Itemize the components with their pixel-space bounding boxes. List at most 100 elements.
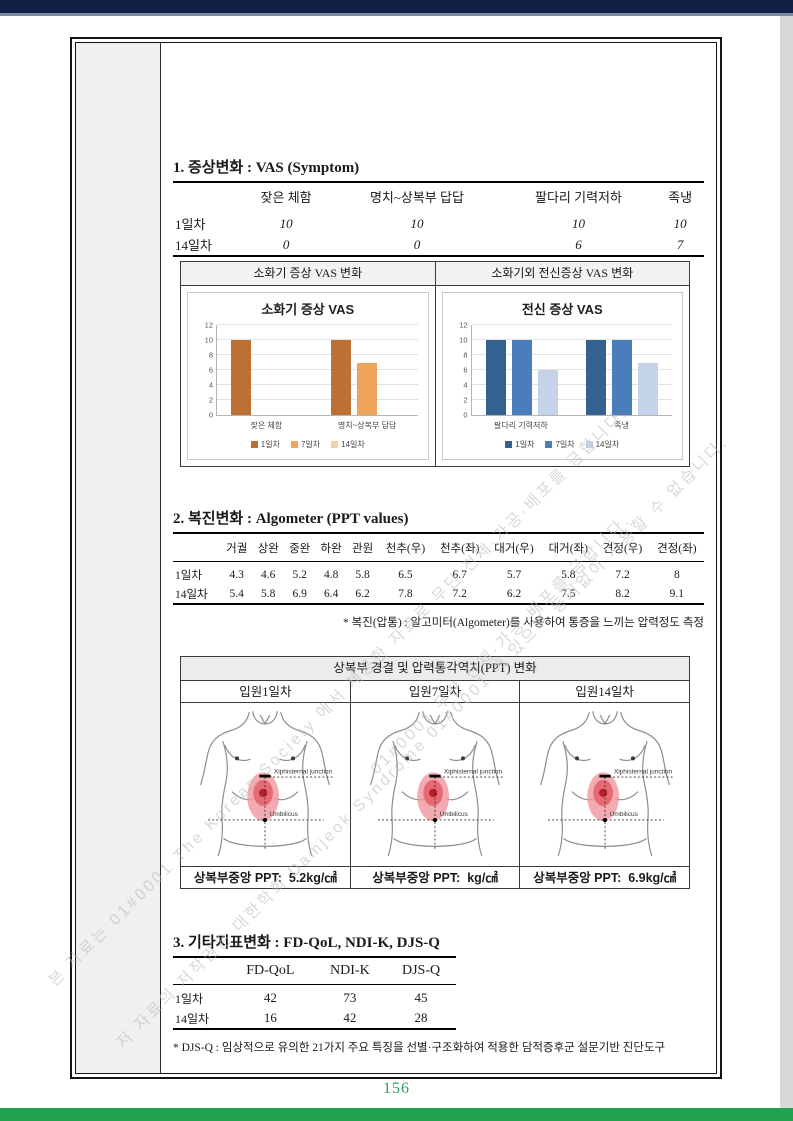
bar-1일차 (331, 340, 352, 415)
table-cell: 42 (263, 990, 277, 1005)
umbilicus-label: Umbilicus (440, 811, 469, 818)
section3-title: 3. 기타지표변화 : FD-QoL, NDI-K, DJS-Q (173, 935, 440, 951)
ppt-footer-label: 상복부중앙 PPT: (193, 871, 282, 885)
ppt-column-titles: 입원1일차 입원7일차 입원14일차 (181, 681, 690, 703)
gridline (217, 354, 418, 355)
column-header: 명치~상복부 답답 (369, 189, 464, 205)
bar-7일차 (511, 340, 532, 415)
legend-label: 14일차 (595, 440, 620, 449)
y-axis-tick-label: 4 (463, 380, 468, 390)
gridline (471, 339, 672, 340)
column-header: 거궐 (226, 542, 248, 555)
ppt-column-title-day2: 입원7일차 (349, 681, 520, 703)
table-row: 14일차 0 0 6 7 (173, 234, 704, 256)
bar-group (472, 325, 572, 415)
y-axis-tick-label: 8 (208, 350, 213, 360)
table-cell: 9.1 (669, 587, 685, 600)
table-cell: 73 (343, 990, 357, 1005)
umbilicus-label: Umbilicus (609, 811, 638, 818)
y-axis-tick-label: 10 (459, 335, 468, 345)
table-cell: 5.8 (261, 587, 276, 600)
document-page: 1. 증상변화 : VAS (Symptom) 잦은 체함 명치~상복부 답답 팔다… (70, 37, 722, 1079)
row-label: 14일차 (175, 588, 208, 601)
column-header: 견정(좌) (657, 542, 697, 555)
y-axis-tick-label: 0 (208, 410, 213, 420)
table-cell: 6.2 (355, 587, 370, 600)
umbilicus-label: Umbilicus (270, 811, 299, 818)
ppt-body-cell-day2: Xiphisternal junction Umbilicus (349, 703, 520, 866)
ppt-column-title-day1: 입원1일차 (181, 681, 350, 703)
legend-swatch (250, 441, 258, 448)
table-cell: 5.2 (292, 568, 307, 581)
column-header: 하완 (320, 542, 342, 555)
table-cell: 6.4 (323, 587, 339, 600)
gridline (217, 324, 418, 325)
legend-label: 14일차 (341, 440, 365, 449)
y-axis-tick-label: 0 (463, 410, 468, 420)
x-axis-category-label: 족냉 (614, 421, 629, 430)
table-cell: 7.2 (615, 568, 630, 581)
section2-title: 2. 복진변화 : Algometer (PPT values) (173, 511, 409, 527)
vas-symptom-table: 잦은 체함 명치~상복부 답답 팔다리 기력저하 족냉 1일차 10 10 10 10 14일차… (173, 181, 704, 257)
digestive-vas-bar-chart: 소화기 증상 VAS 0 2 4 6 8 10 12 잦은 체함 명치~상복부 답답 1일차 7일차 1… (187, 292, 429, 460)
row-label: 14일차 (175, 1011, 210, 1026)
corner-cell (173, 533, 221, 562)
chart-title: 소화기 증상 VAS (261, 302, 355, 317)
y-axis-tick-label: 4 (208, 380, 213, 390)
gridline (217, 399, 418, 400)
bar-1일차 (231, 340, 252, 415)
x-axis-category-label: 잦은 체함 (250, 421, 283, 430)
gridline (471, 369, 672, 370)
column-header: 견정(우) (602, 542, 643, 555)
table-cell: 0 (282, 236, 290, 252)
legend-label: 1일차 (515, 440, 535, 449)
legend-item: 7일차 (290, 439, 321, 450)
torso-diagram: Xiphisternal junction Umbilicus (200, 711, 334, 857)
bar-7일차 (357, 362, 378, 415)
ppt-footer-label: 상복부중앙 PPT: (533, 871, 622, 885)
djsq-note: * DJS-Q : 임상적으로 유의한 21가지 주요 특징을 선별·구조화하여… (173, 1042, 666, 1054)
algometer-table: 거궐 상완 중완 하완 관원 천추(우) 천추(좌) 대거(우) 대거(좌) 견정(우) 견정(좌)… (173, 532, 704, 605)
table-header-row: 잦은 체함 명치~상복부 답답 팔다리 기력저하 족냉 (173, 182, 704, 209)
gridline (217, 384, 418, 385)
legend-item: 1일차 (505, 439, 534, 450)
xiphisternal-junction-label: Xiphisternal junction (274, 768, 333, 775)
systemic-chart-cell: 전신 증상 VAS 0 2 4 6 8 10 12 팔다리 기력저하 족냉 1일차 7일차 14일차 (436, 286, 690, 466)
xiphisternal-junction-label: Xiphisternal junction (444, 768, 503, 775)
table-cell: 5.8 (561, 568, 576, 581)
x-axis-category-label: 명치~상복부 답답 (337, 421, 397, 430)
scrollbar[interactable] (780, 16, 793, 1108)
column-header: 천추(좌) (440, 542, 480, 555)
left-margin-column (76, 43, 161, 1073)
top-navy-bar (0, 0, 793, 13)
systemic-vas-bar-chart: 전신 증상 VAS 0 2 4 6 8 10 12 팔다리 기력저하 족냉 1일차 7일차 14일차 (441, 292, 683, 460)
corner-cell (173, 182, 239, 209)
table-cell: 6 (575, 236, 582, 252)
y-axis-tick-label: 6 (208, 365, 213, 375)
page-content: 1. 증상변화 : VAS (Symptom) 잦은 체함 명치~상복부 답답 팔다… (161, 43, 716, 1073)
ppt-footer-value: 6.9kg/㎠ (621, 871, 677, 885)
chart-header-systemic: 소화기외 전신증상 VAS 변화 (491, 266, 634, 280)
legend-label: 7일차 (300, 440, 321, 449)
column-header: 잦은 체함 (260, 189, 312, 205)
charts-row: 소화기 증상 VAS 0 2 4 6 8 10 12 잦은 체함 명치~상복부 답답 1일차 7일차 1… (181, 286, 689, 466)
table-cell: 10 (410, 215, 424, 231)
ppt-footer-day3: 상복부중앙 PPT: 6.9kg/㎠ (519, 866, 690, 888)
gridline (471, 324, 672, 325)
column-header: 상완 (257, 542, 279, 555)
column-header: 중완 (289, 542, 311, 555)
table-cell: 10 (279, 215, 293, 231)
gridline (217, 339, 418, 340)
table-cell: 7.2 (452, 587, 467, 600)
row-label: 14일차 (175, 238, 212, 253)
table-cell: 7.5 (561, 587, 576, 600)
y-axis-tick-label: 12 (459, 320, 468, 330)
chart-header-digestive: 소화기 증상 VAS 변화 (181, 262, 436, 285)
chart-plot-area: 0 2 4 6 8 10 12 (459, 321, 672, 420)
legend-swatch (545, 441, 553, 448)
row-label: 1일차 (175, 217, 206, 232)
xiphisternal-junction-label: Xiphisternal junction (614, 768, 673, 775)
table-cell: 4.3 (229, 568, 244, 581)
table-cell: 0 (413, 236, 421, 252)
column-header: 족냉 (668, 189, 693, 205)
